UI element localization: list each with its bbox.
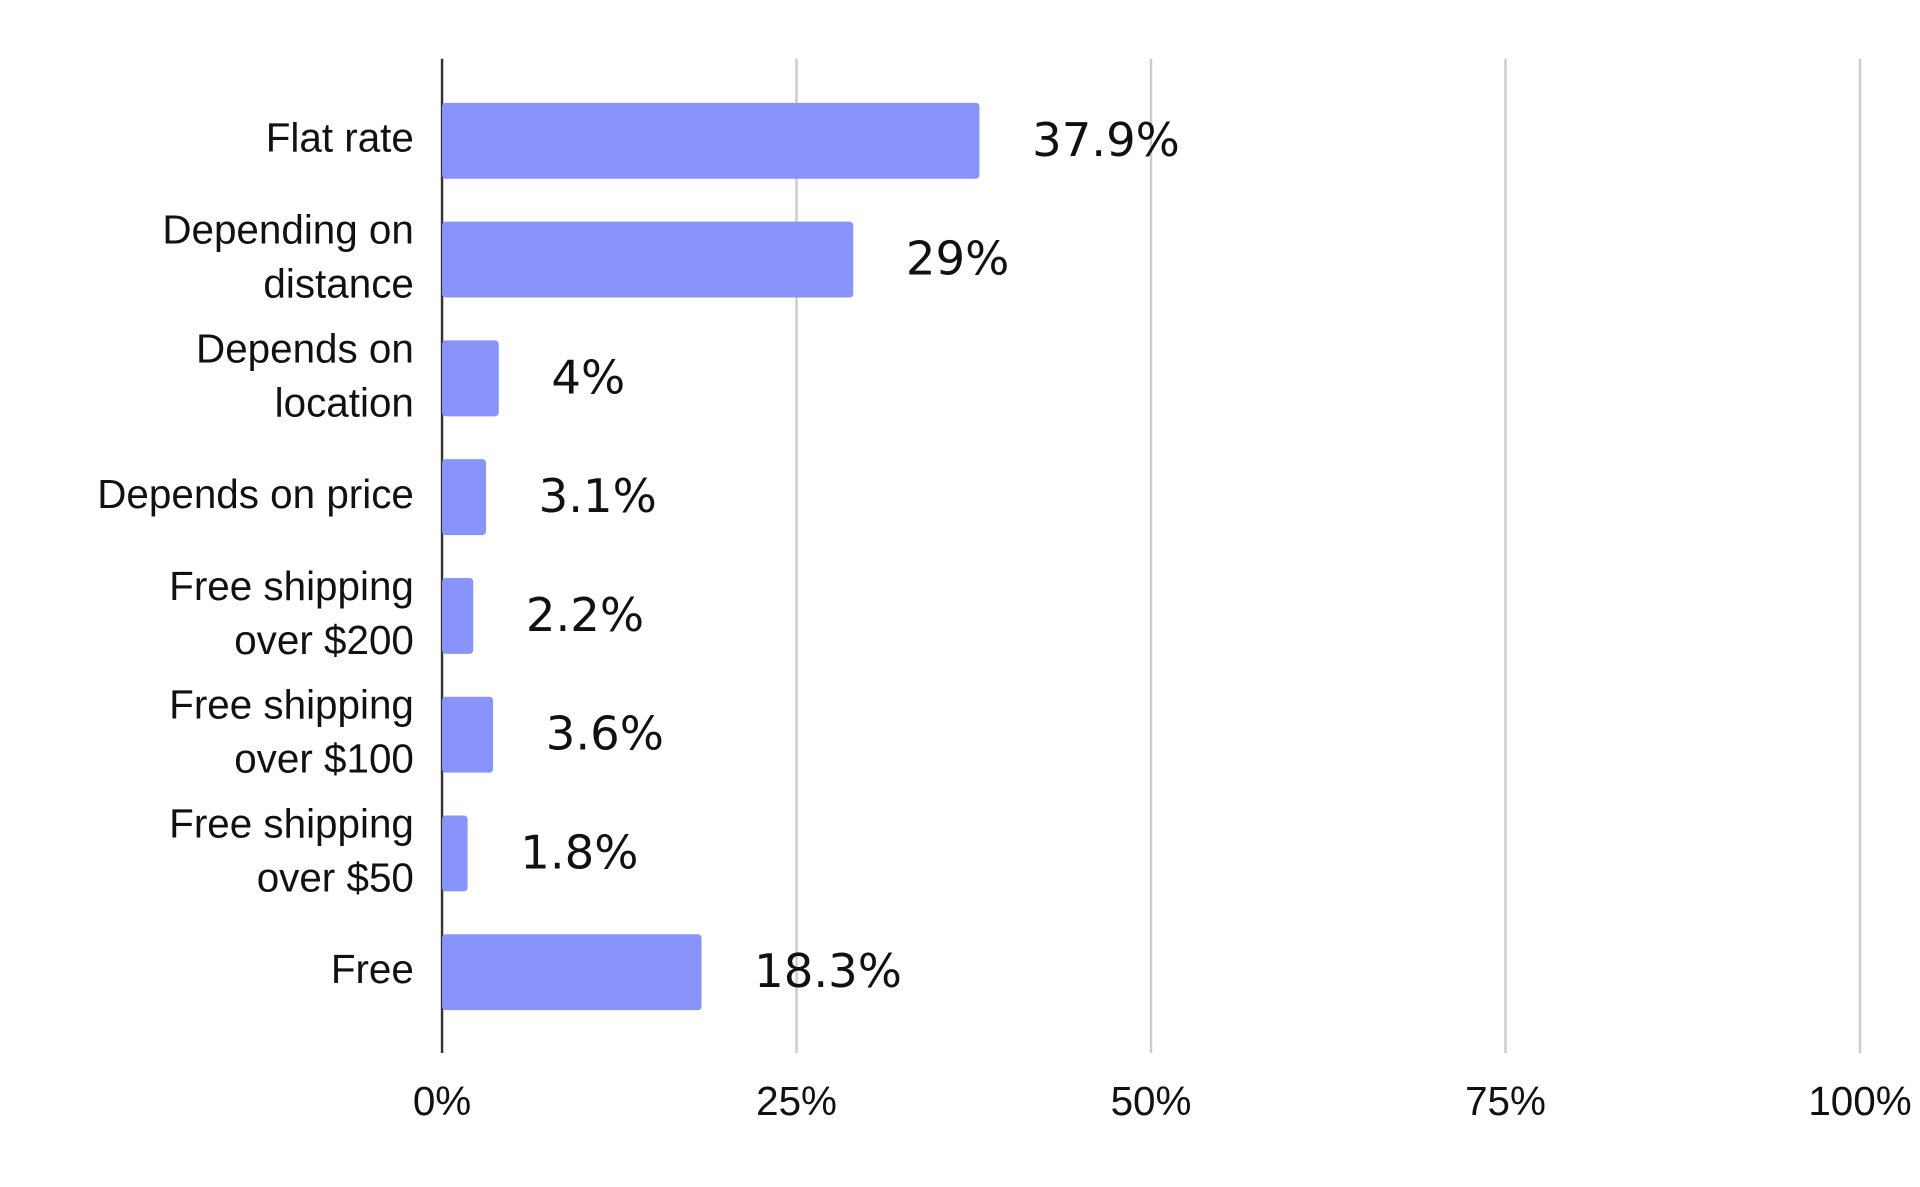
value-label: 1.8% xyxy=(520,825,638,879)
y-tick-label: Free shipping over $200 xyxy=(169,563,414,663)
x-tick-label: 50% xyxy=(1111,1078,1192,1124)
value-label: 18.3% xyxy=(754,944,902,998)
value-label: 3.1% xyxy=(539,469,657,523)
bar xyxy=(442,459,487,536)
value-label: 4% xyxy=(551,350,625,404)
x-tick-label: 25% xyxy=(756,1078,837,1124)
y-tick-label: Free shipping over $100 xyxy=(169,681,414,781)
bar xyxy=(442,221,854,298)
y-tick-label: Flat rate xyxy=(266,114,414,160)
x-tick-label: 100% xyxy=(1808,1078,1911,1124)
value-label: 37.9% xyxy=(1032,113,1180,167)
bar xyxy=(442,934,702,1011)
y-tick-label: Depends on location xyxy=(196,325,414,425)
x-tick-label: 75% xyxy=(1465,1078,1546,1124)
bar xyxy=(442,340,499,417)
value-label: 3.6% xyxy=(546,707,664,761)
y-tick-label: Depends on price xyxy=(97,471,414,517)
bar xyxy=(442,577,474,654)
y-tick-label: Free xyxy=(331,946,414,992)
x-tick-label: 0% xyxy=(413,1078,471,1124)
bar xyxy=(442,696,494,773)
y-tick-label: Free shipping over $50 xyxy=(169,800,414,900)
value-label: 2.2% xyxy=(526,588,644,642)
bar xyxy=(442,815,468,892)
y-tick-label: Depending on distance xyxy=(162,206,414,306)
value-label: 29% xyxy=(906,232,1009,286)
bar xyxy=(442,102,980,179)
